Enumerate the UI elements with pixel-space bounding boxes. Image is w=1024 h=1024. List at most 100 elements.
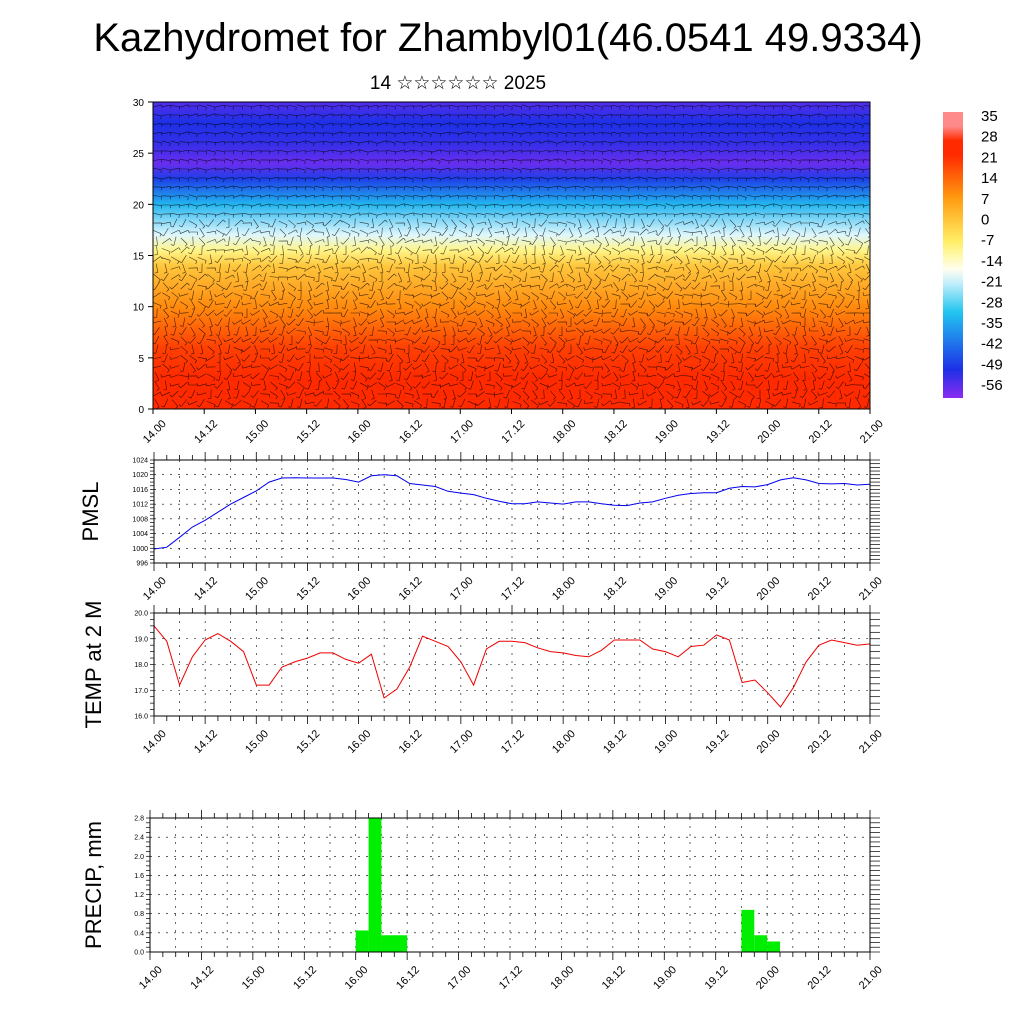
x-tick-label: 15.12 (294, 728, 322, 756)
colorbar-label: -35 (981, 315, 1003, 332)
colorbar-label: 35 (981, 108, 998, 125)
colorbar-label: 7 (981, 191, 989, 208)
x-tick-label: 19.00 (652, 575, 680, 603)
x-tick-label: 20.00 (755, 575, 783, 603)
x-tick-label: 15.00 (243, 728, 271, 756)
colorbar-label: -49 (981, 356, 1003, 373)
x-tick-label: 19.00 (652, 728, 680, 756)
cross-section-panel: 0 5 10 15 20 25 30 14.00 14.12 15.00 15.12 16.00 16.… (133, 98, 886, 446)
x-tick-label: 18.12 (601, 575, 629, 603)
chart-title: Kazhydromet for Zhambyl01(46.0541 49.933… (93, 16, 923, 60)
y-tick-label: 996 (136, 561, 148, 568)
x-tick-label: 19.12 (703, 964, 731, 992)
colorbar-label: -7 (981, 232, 994, 249)
grid (153, 612, 871, 717)
x-tick-label: 14.00 (141, 418, 169, 446)
y-tick-label: 17.0 (134, 688, 148, 695)
y-tick-label: 1004 (132, 531, 148, 538)
precip-bar (368, 818, 382, 952)
x-tick-label: 15.00 (243, 418, 271, 446)
x-tick-label: 18.00 (550, 728, 578, 756)
y-tick-label: 30 (133, 98, 145, 109)
y-tick-label: 5 (138, 354, 144, 365)
x-tick-label: 21.00 (857, 964, 885, 992)
grid (149, 817, 871, 953)
y-tick-label: 20.0 (134, 611, 148, 618)
y-tick-label: 2.8 (134, 816, 144, 823)
colorbar-ramp (943, 112, 963, 398)
y-tick-label: 18.0 (134, 662, 148, 669)
colorbar-label: -14 (981, 253, 1003, 270)
temperature-panel: 16.0 17.0 18.0 19.0 20.0 14.00 14.12 15.00 15.12… (81, 601, 885, 756)
y-axis-title: PRECIP, mm (81, 821, 106, 949)
x-tick-label: 18.12 (600, 964, 628, 992)
x-tick-label: 20.12 (806, 728, 834, 756)
x-tick-label: 17.00 (448, 575, 476, 603)
y-tick-label: 10 (133, 303, 145, 314)
x-tick-label: 15.12 (294, 575, 322, 603)
panel-frame (153, 459, 871, 564)
x-tick-label: 21.00 (857, 575, 885, 603)
x-tick-label: 19.12 (703, 575, 731, 603)
y-axis-title: TEMP at 2 M (81, 601, 106, 729)
y-tick-label: 19.0 (134, 636, 148, 643)
y-tick-label: 1012 (132, 502, 148, 509)
x-tick-label: 18.00 (550, 575, 578, 603)
x-tick-label: 14.12 (192, 728, 220, 756)
x-tick-label: 19.00 (651, 964, 679, 992)
x-tick-label: 15.12 (295, 418, 323, 446)
precip-bar (767, 941, 780, 952)
x-tick-label: 17.12 (499, 728, 527, 756)
x-tick-label: 17.12 (499, 575, 527, 603)
y-tick-label: 1.2 (134, 892, 144, 899)
x-tick-label: 20.00 (755, 728, 783, 756)
x-tick-label: 17.00 (445, 964, 473, 992)
x-tick-label: 20.12 (806, 575, 834, 603)
y-tick-label: 15 (133, 252, 145, 263)
y-tick-label: 16.0 (134, 714, 148, 721)
x-tick-label: 14.00 (141, 728, 169, 756)
x-tick-label: 19.12 (703, 728, 731, 756)
colorbar-label: -42 (981, 336, 1003, 353)
x-tick-label: 14.12 (192, 418, 220, 446)
temperature-field (153, 102, 870, 409)
y-tick-label: 1000 (132, 546, 148, 553)
y-tick-label: 1020 (132, 472, 148, 479)
x-tick-label: 16.00 (345, 575, 373, 603)
x-tick-label: 20.12 (805, 964, 833, 992)
y-tick-label: 2.4 (134, 835, 144, 842)
y-tick-label: 20 (133, 200, 145, 211)
x-tick-label: 15.00 (240, 964, 268, 992)
y-tick-label: 0.0 (134, 950, 144, 957)
x-tick-label: 20.00 (755, 418, 783, 446)
colorbar-label: -21 (981, 274, 1003, 291)
x-tick-label: 16.00 (343, 964, 371, 992)
x-tick-label: 15.00 (243, 575, 271, 603)
y-tick-label: 1016 (132, 487, 148, 494)
grid (153, 459, 871, 564)
x-tick-label: 16.12 (397, 418, 425, 446)
colorbar-label: 14 (981, 170, 998, 187)
temp-line (153, 625, 871, 708)
x-tick-label: 14.00 (141, 575, 169, 603)
x-tick-label: 20.12 (807, 418, 835, 446)
colorbar: 35 28 21 14 7 0 -7 -14 -21 -28 -35 -42 -49 -56 (943, 108, 1003, 398)
precip-bar (754, 935, 768, 952)
y-tick-label: 0.8 (134, 911, 144, 918)
chart-subtitle: 14 ☆☆☆☆☆☆ 2025 (369, 73, 547, 94)
precipitation-panel: 0.0 0.4 0.8 1.2 1.6 2.0 2.4 2.8 14.00 14.12 15.00 1… (81, 810, 885, 992)
x-tick-label: 16.12 (397, 728, 425, 756)
x-tick-label: 16.00 (346, 418, 374, 446)
colorbar-label: -56 (981, 377, 1003, 394)
y-tick-label: 0.4 (134, 930, 144, 937)
x-tick-label: 18.00 (551, 418, 579, 446)
x-tick-label: 18.00 (548, 964, 576, 992)
x-tick-label: 16.00 (345, 728, 373, 756)
x-tick-label: 16.12 (394, 964, 422, 992)
x-tick-label: 18.12 (602, 418, 630, 446)
y-axis-title: PMSL (78, 482, 103, 542)
colorbar-label: 0 (981, 212, 989, 229)
y-tick-label: 1008 (132, 516, 148, 523)
x-tick-label: 17.00 (448, 728, 476, 756)
